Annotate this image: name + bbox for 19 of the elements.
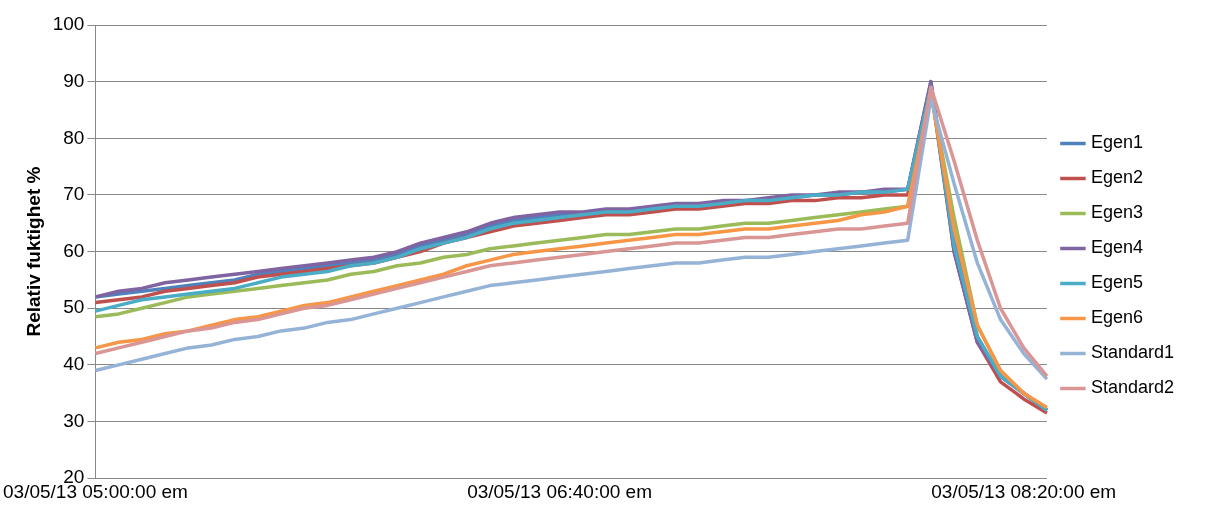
legend-label: Egen6 <box>1090 307 1143 328</box>
legend-label: Egen2 <box>1090 167 1143 188</box>
y-tick-label: 50 <box>63 296 85 318</box>
y-tick-label: 90 <box>63 69 85 91</box>
y-tick-label: 60 <box>63 239 85 261</box>
legend-label: Standard1 <box>1090 342 1175 363</box>
x-tick-label: 03/05/13 08:20:00 em <box>931 480 1117 502</box>
y-axis-title: Relativ fuktighet % <box>22 166 44 337</box>
x-tick-label: 03/05/13 06:40:00 em <box>467 480 653 502</box>
legend-label: Egen1 <box>1090 132 1143 153</box>
y-tick-label: 80 <box>63 126 85 148</box>
y-tick-label: 40 <box>63 353 85 375</box>
legend-label: Egen4 <box>1090 237 1143 258</box>
legend-label: Standard2 <box>1090 377 1175 398</box>
legend-label: Egen3 <box>1090 202 1143 223</box>
y-tick-label: 70 <box>63 183 85 205</box>
y-tick-label: 30 <box>63 409 85 431</box>
legend-label: Egen5 <box>1090 272 1143 293</box>
y-tick-label: 100 <box>52 13 85 35</box>
